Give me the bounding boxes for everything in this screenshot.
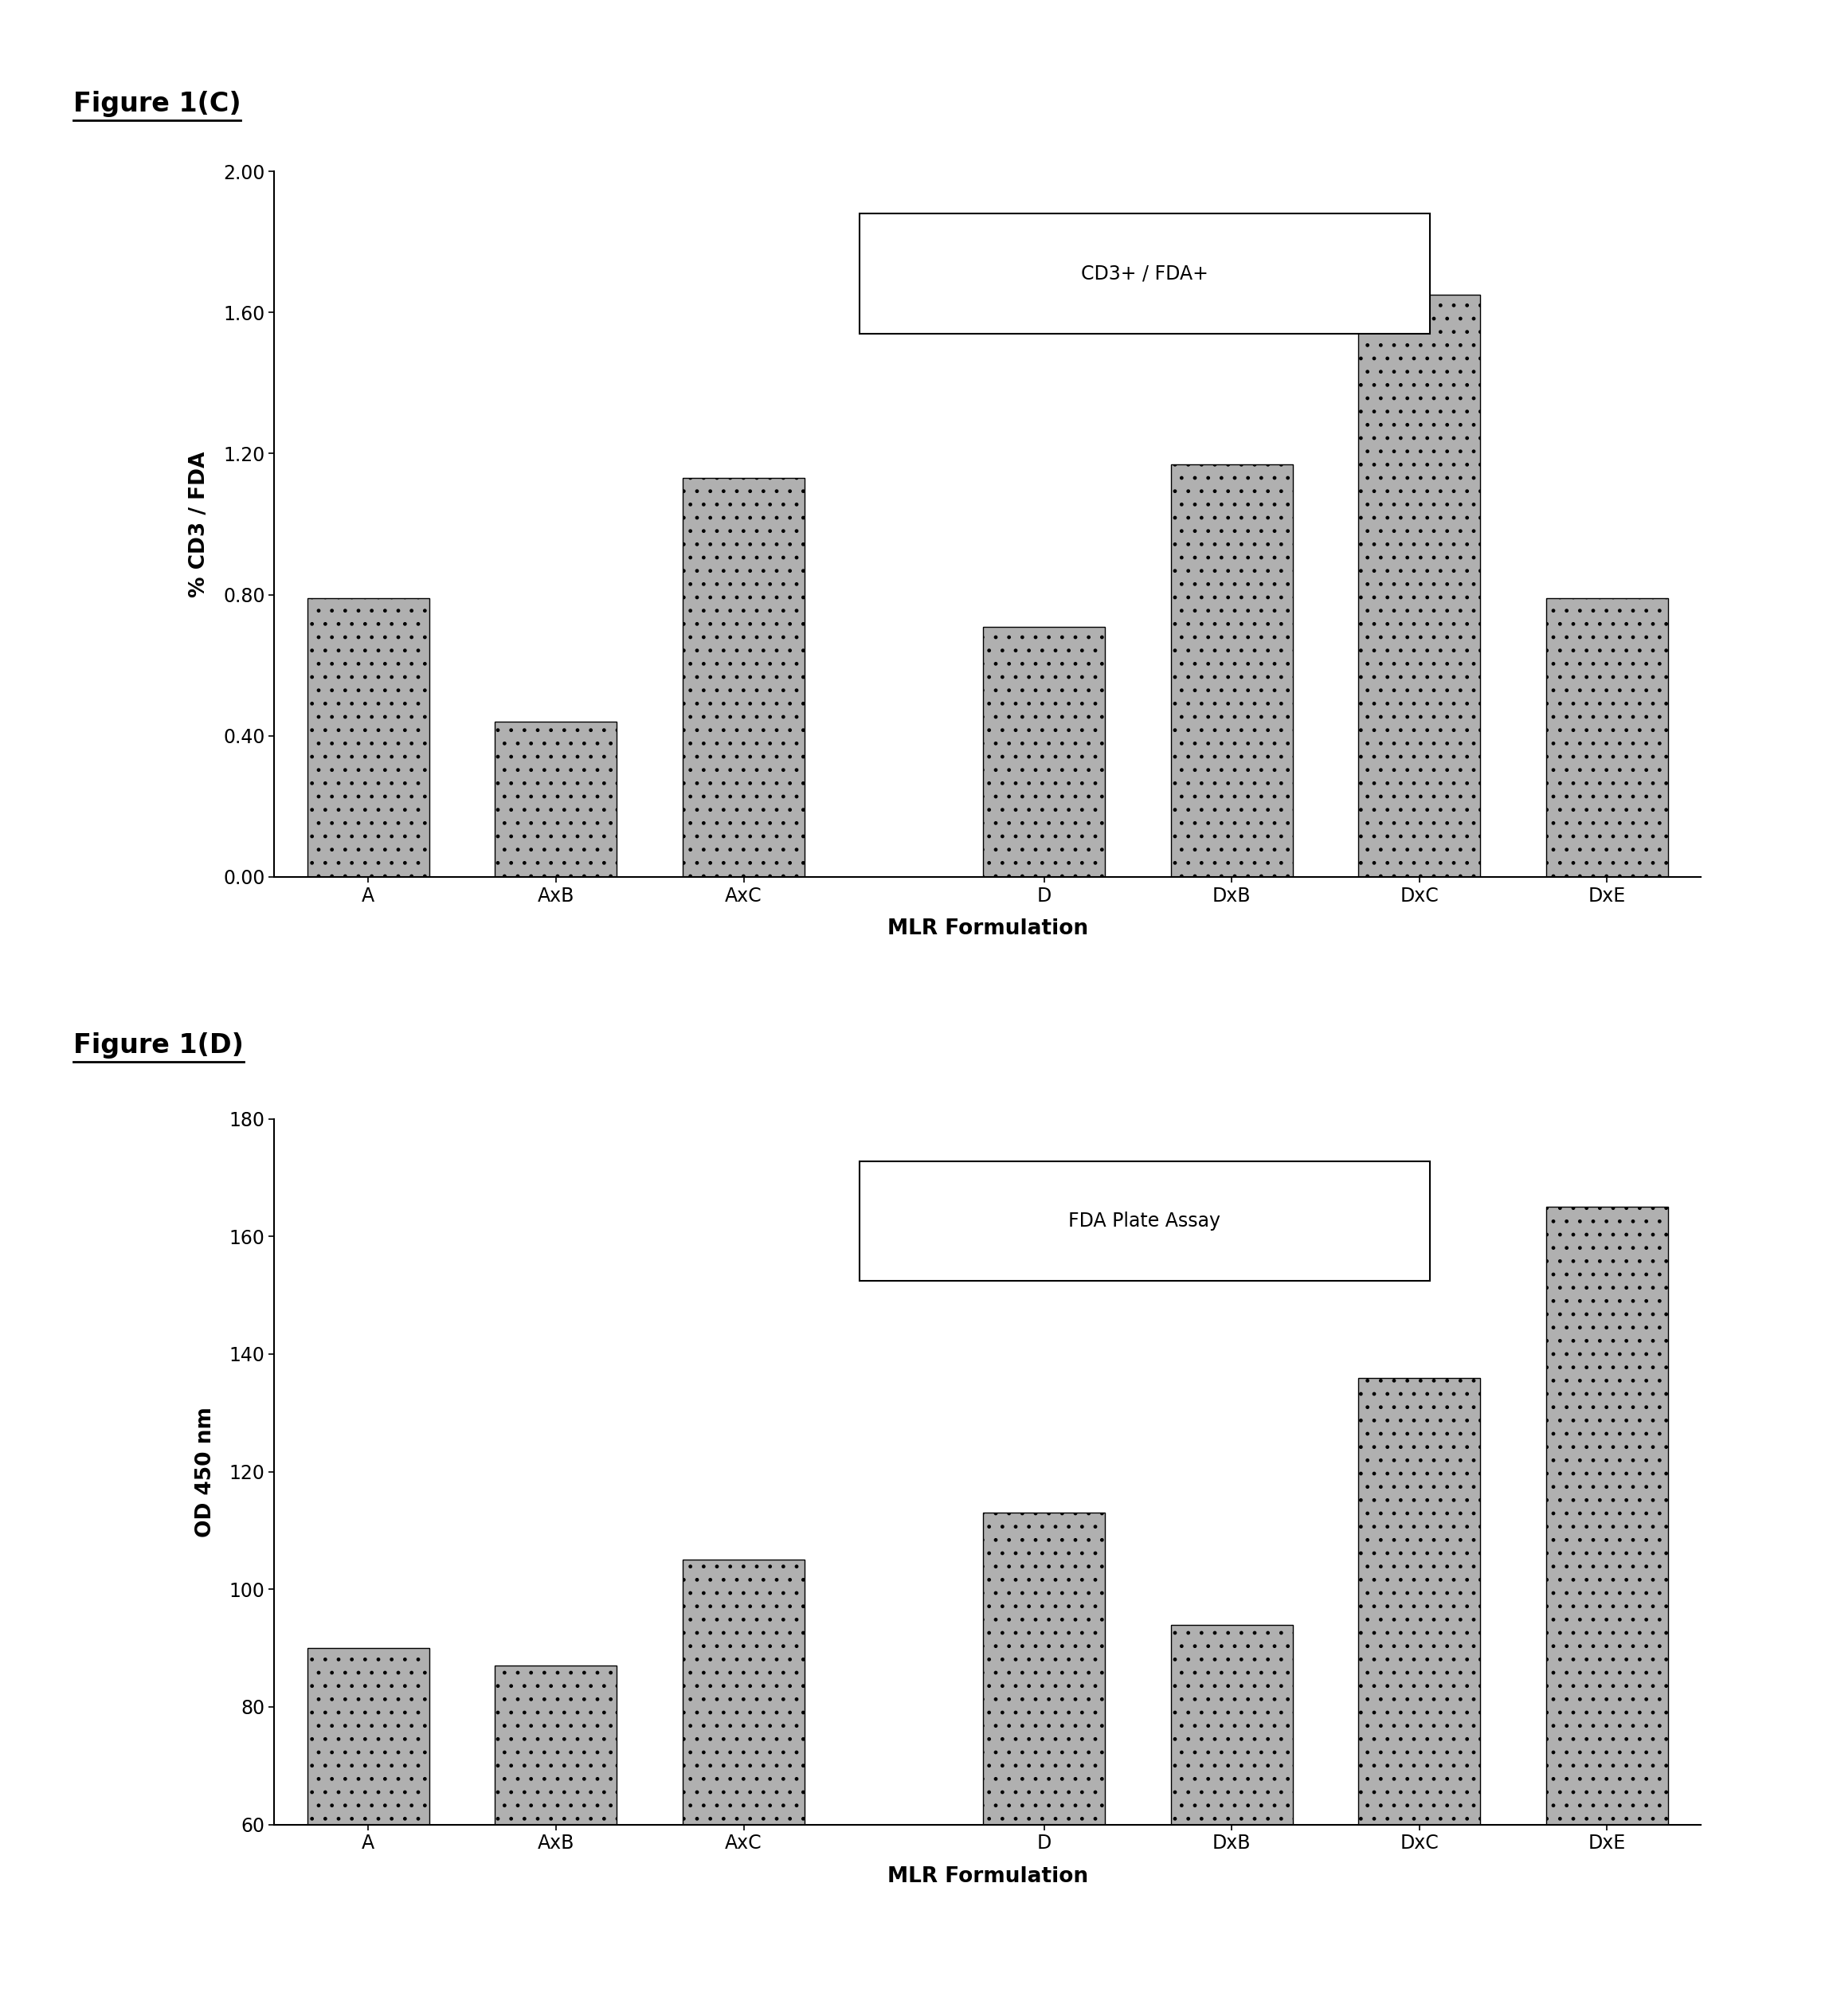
Y-axis label: % CD3 / FDA: % CD3 / FDA: [188, 452, 210, 597]
Bar: [496, 1665, 616, 2016]
FancyBboxPatch shape: [860, 214, 1430, 335]
Bar: [1546, 1208, 1668, 2016]
Text: CD3+ / FDA+: CD3+ / FDA+: [1081, 264, 1209, 282]
Bar: [1171, 464, 1293, 877]
Bar: [307, 1649, 430, 2016]
Bar: [1546, 599, 1668, 877]
Bar: [496, 722, 616, 877]
Bar: [1171, 1625, 1293, 2016]
FancyBboxPatch shape: [860, 1161, 1430, 1282]
Y-axis label: OD 450 nm: OD 450 nm: [196, 1407, 216, 1536]
Text: Figure 1(C): Figure 1(C): [73, 91, 241, 117]
Bar: [1359, 294, 1480, 877]
Bar: [682, 478, 805, 877]
Text: FDA Plate Assay: FDA Plate Assay: [1068, 1212, 1220, 1230]
Bar: [682, 1560, 805, 2016]
Bar: [982, 1512, 1105, 2016]
Bar: [982, 627, 1105, 877]
X-axis label: MLR Formulation: MLR Formulation: [887, 1867, 1088, 1887]
X-axis label: MLR Formulation: MLR Formulation: [887, 919, 1088, 939]
Text: Figure 1(D): Figure 1(D): [73, 1032, 243, 1058]
Bar: [307, 599, 430, 877]
Bar: [1359, 1377, 1480, 2016]
